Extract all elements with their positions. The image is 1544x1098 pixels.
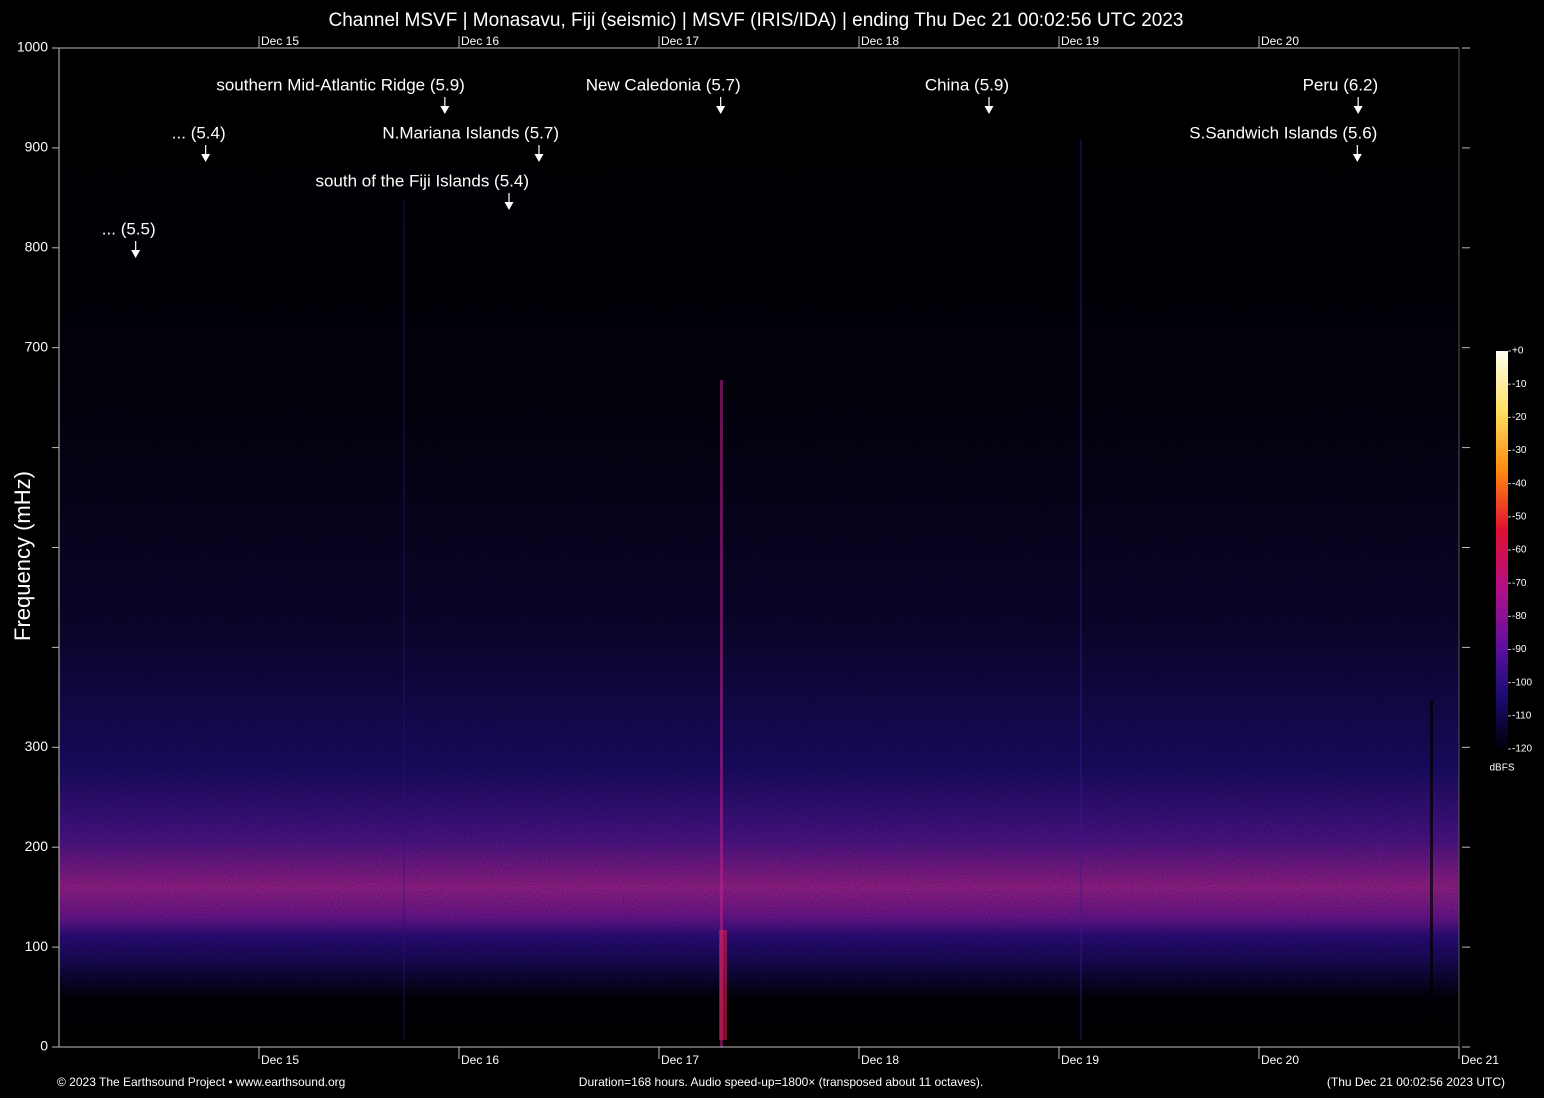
footer-center: Duration=168 hours. Audio speed-up=1800×… [579,1075,983,1089]
footer-left: © 2023 The Earthsound Project • www.eart… [57,1075,345,1089]
y-tick-label: 700 [25,338,49,354]
x-tick-label-top: Dec 17 [661,34,699,48]
x-tick-label: Dec 20 [1261,1053,1299,1067]
annotation-arrowhead [1353,106,1363,114]
y-tick-label: 100 [25,938,49,954]
x-tick-label: Dec 16 [461,1053,499,1067]
x-tick-label: Dec 19 [1061,1053,1099,1067]
annotation-arrowhead [534,154,544,162]
colorbar-tick-label: +0 [1512,346,1524,357]
colorbar-tick-label: -60 [1512,545,1527,556]
chart-title: Channel MSVF | Monasavu, Fiji (seismic) … [328,10,1183,31]
annotation-label: S.Sandwich Islands (5.6) [1189,123,1377,142]
x-tick-label-top: Dec 18 [861,34,899,48]
x-tick-label: Dec 18 [861,1053,899,1067]
colorbar-tick-label: -80 [1512,611,1527,622]
colorbar-tick-label: -110 [1512,710,1532,721]
y-tick-label: 1000 [17,39,48,55]
annotation-label: N.Mariana Islands (5.7) [382,123,559,142]
annotation-arrowhead [131,250,141,258]
x-tick-label-top: Dec 15 [261,34,299,48]
x-tick-label: Dec 21 [1461,1053,1499,1067]
annotation-arrowhead [716,106,726,114]
colorbar-tick-label: -70 [1512,578,1527,589]
colorbar-tick-label: -100 [1512,677,1532,688]
y-tick-label: 900 [25,139,49,155]
colorbar-tick-label: -40 [1512,478,1527,489]
colorbar-tick-label: -10 [1512,379,1527,390]
annotation-label: China (5.9) [925,75,1009,94]
y-tick-label: 0 [40,1038,48,1054]
y-axis-title: Frequency (mHz) [10,471,35,641]
annotation-label: south of the Fiji Islands (5.4) [315,171,529,190]
y-tick-label: 200 [25,838,49,854]
spectrogram [59,48,1459,1047]
x-tick-label-top: Dec 20 [1261,34,1299,48]
x-tick-label-top: Dec 19 [1061,34,1099,48]
annotation-label: Peru (6.2) [1303,75,1379,94]
annotation-label: New Caledonia (5.7) [586,75,741,94]
colorbar-tick-label: -120 [1512,744,1532,755]
x-tick-label: Dec 17 [661,1053,699,1067]
annotation-arrowhead [1352,154,1362,162]
colorbar-tick-label: -90 [1512,644,1527,655]
annotation-label: ... (5.5) [102,219,156,238]
colorbar-tick-label: -30 [1512,445,1527,456]
annotation-arrowhead [440,106,450,114]
annotation-label: ... (5.4) [172,123,226,142]
footer-right: (Thu Dec 21 00:02:56 2023 UTC) [1327,1075,1505,1089]
colorbar-tick-label: -50 [1512,511,1527,522]
y-tick-label: 800 [25,239,49,255]
colorbar-label: dBFS [1489,763,1514,774]
annotation-arrowhead [984,106,994,114]
annotation-label: southern Mid-Atlantic Ridge (5.9) [216,75,465,94]
x-tick-label: Dec 15 [261,1053,299,1067]
annotation-arrowhead [201,154,211,162]
colorbar [1496,351,1508,749]
x-tick-label-top: Dec 16 [461,34,499,48]
colorbar-tick-label: -20 [1512,412,1527,423]
y-tick-label: 300 [25,738,49,754]
annotation-arrowhead [504,202,514,210]
